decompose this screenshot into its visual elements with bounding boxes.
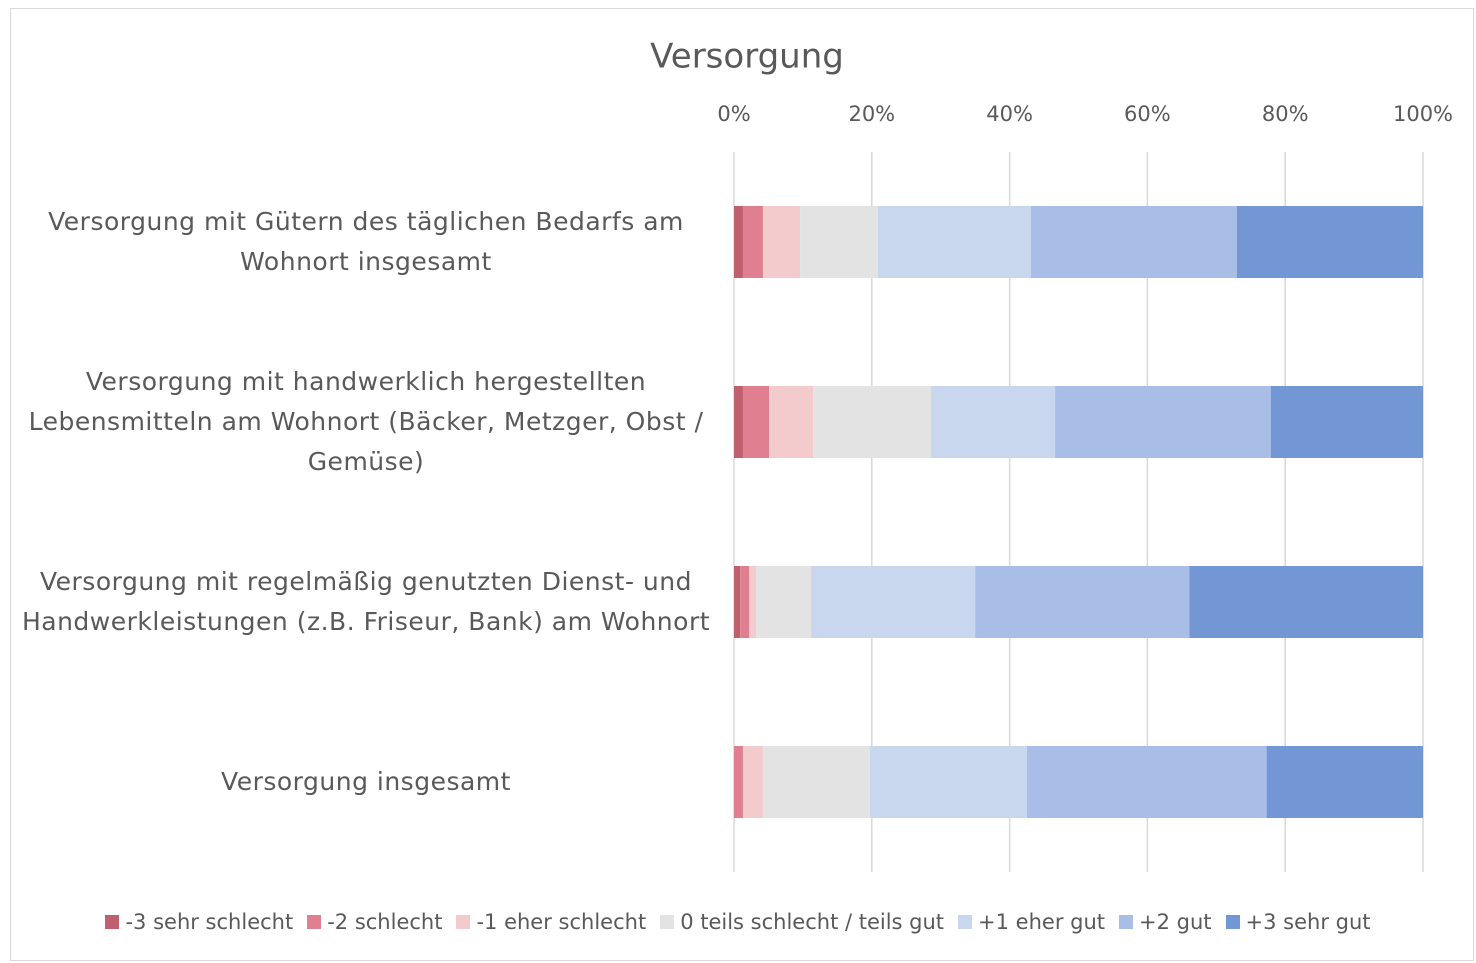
bar-segment (878, 206, 1031, 278)
bar-segment (756, 566, 812, 638)
legend-swatch (307, 915, 322, 929)
category-label: Versorgung insgesamt (221, 767, 511, 796)
legend-label: +1 eher gut (978, 910, 1106, 934)
bar-segment (1270, 386, 1423, 458)
bar-segment (762, 206, 801, 278)
legend-item: -1 eher schlecht (456, 910, 646, 934)
bar-segment (742, 386, 770, 458)
bar-segment (1236, 206, 1423, 278)
bar-segment (931, 386, 1056, 458)
bar-segment (1055, 386, 1271, 458)
bar-segment (1189, 566, 1423, 638)
bar-segment (734, 746, 743, 818)
bar-segment (742, 206, 763, 278)
bar-segment (734, 566, 741, 638)
x-tick-label: 20% (848, 102, 895, 126)
x-tick-label: 0% (717, 102, 750, 126)
x-tick-label: 40% (986, 102, 1033, 126)
bar-segment (1026, 746, 1267, 818)
legend-item: +2 gut (1119, 910, 1212, 934)
category-label: Versorgung mit handwerklich hergestellte… (28, 367, 704, 476)
legend-label: +2 gut (1139, 910, 1212, 934)
chart-frame (10, 8, 1474, 961)
bar-segment (800, 206, 879, 278)
category-label: Versorgung mit regelmäßig genutzten Dien… (21, 567, 711, 636)
bar-segment (1266, 746, 1423, 818)
legend-swatch (1119, 915, 1134, 929)
bar-segment (769, 386, 814, 458)
x-tick-label: 60% (1124, 102, 1171, 126)
x-tick-label: 100% (1393, 102, 1453, 126)
bar-segment (869, 746, 1027, 818)
legend-swatch (456, 915, 471, 929)
legend-label: 0 teils schlecht / teils gut (680, 910, 945, 934)
bar-segment (742, 746, 763, 818)
category-label: Versorgung mit Gütern des täglichen Beda… (48, 207, 684, 276)
legend-swatch (105, 915, 120, 929)
legend-label: -1 eher schlecht (476, 910, 647, 934)
legend-label: +3 sehr gut (1245, 910, 1371, 934)
bar-segment (762, 746, 870, 818)
bar-segment (975, 566, 1190, 638)
bar-segment (734, 386, 743, 458)
legend-item: +1 eher gut (958, 910, 1105, 934)
legend-swatch (1225, 915, 1240, 929)
legend-swatch (958, 915, 973, 929)
legend-label: -3 sehr schlecht (125, 910, 294, 934)
legend-item: -2 schlecht (307, 910, 442, 934)
legend-item: -3 sehr schlecht (105, 910, 293, 934)
bar-segment (740, 566, 750, 638)
bar-segment (811, 566, 976, 638)
legend-swatch (660, 915, 675, 929)
bar-segment (734, 206, 743, 278)
legend-label: -2 schlecht (327, 910, 443, 934)
chart-title: Versorgung (650, 37, 844, 77)
bar-segment (1030, 206, 1237, 278)
x-tick-label: 80% (1262, 102, 1309, 126)
legend-item: +3 sehr gut (1225, 910, 1371, 934)
legend-item: 0 teils schlecht / teils gut (660, 910, 944, 934)
bar-segment (749, 566, 757, 638)
legend: -3 sehr schlecht -2 schlecht -1 eher schle… (0, 910, 1476, 934)
bar-segment (813, 386, 932, 458)
